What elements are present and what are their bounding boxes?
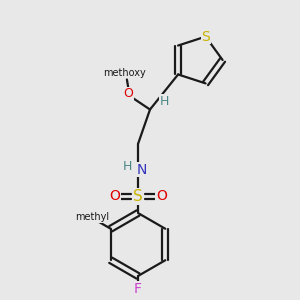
Text: O: O	[156, 190, 167, 203]
Text: F: F	[134, 282, 142, 296]
Text: S: S	[133, 189, 143, 204]
Text: methyl: methyl	[75, 212, 109, 222]
Text: methoxy: methoxy	[103, 68, 146, 78]
Text: O: O	[109, 190, 120, 203]
Text: H: H	[160, 94, 169, 108]
Text: O: O	[124, 87, 133, 101]
Text: H: H	[123, 160, 132, 173]
Text: S: S	[201, 30, 210, 44]
Text: N: N	[136, 163, 147, 176]
